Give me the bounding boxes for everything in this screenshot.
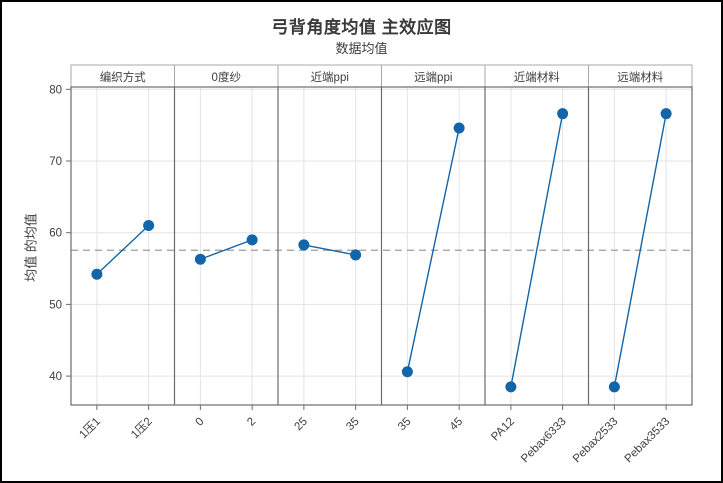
panel-header-label: 近端ppi — [311, 71, 349, 84]
panel-header-label: 远端材料 — [617, 70, 663, 84]
x-tick-label: 1压2 — [128, 415, 154, 441]
data-point — [91, 268, 103, 280]
data-point — [246, 234, 258, 246]
x-tick-label: 45 — [448, 416, 466, 434]
x-tick-label: 2 — [245, 416, 258, 429]
x-tick-label: 35 — [344, 416, 362, 434]
data-point — [194, 253, 206, 265]
y-tick-label: 70 — [49, 156, 62, 168]
series-line — [510, 113, 564, 387]
data-point — [350, 249, 362, 261]
series-line — [613, 113, 667, 387]
x-tick-label: 35 — [396, 416, 414, 434]
series-line — [200, 239, 253, 260]
panel-header-label: 0度纱 — [212, 70, 241, 84]
x-tick-label: 1压1 — [77, 415, 103, 441]
data-point — [298, 239, 310, 251]
data-point — [401, 366, 413, 378]
panel-header-label: 近端材料 — [514, 70, 560, 84]
data-point — [143, 220, 155, 232]
panel-header-label: 远端ppi — [414, 71, 452, 84]
x-tick-label: Pebax2533 — [571, 416, 621, 466]
series-line — [303, 244, 356, 256]
x-tick-label: Pebax6333 — [519, 416, 569, 466]
x-tick-label: 0 — [193, 416, 206, 429]
y-tick-label: 40 — [49, 371, 62, 383]
data-point — [505, 381, 517, 393]
y-tick-label: 60 — [49, 228, 62, 240]
x-tick-label: PA12 — [489, 416, 517, 444]
chart-title: 弓背角度均值 主效应图 — [271, 18, 452, 37]
y-tick-label: 50 — [49, 299, 62, 311]
series-line — [96, 225, 150, 275]
data-point — [608, 381, 620, 393]
x-tick-label: 25 — [292, 416, 310, 434]
x-tick-label: Pebax3533 — [623, 416, 673, 466]
data-point — [557, 108, 569, 120]
data-point — [453, 122, 465, 134]
panel-header-label: 编织方式 — [100, 70, 146, 84]
series-line — [406, 127, 460, 372]
chart-subtitle: 数据均值 — [335, 41, 388, 56]
y-tick-label: 80 — [49, 84, 62, 96]
data-point — [660, 108, 672, 120]
